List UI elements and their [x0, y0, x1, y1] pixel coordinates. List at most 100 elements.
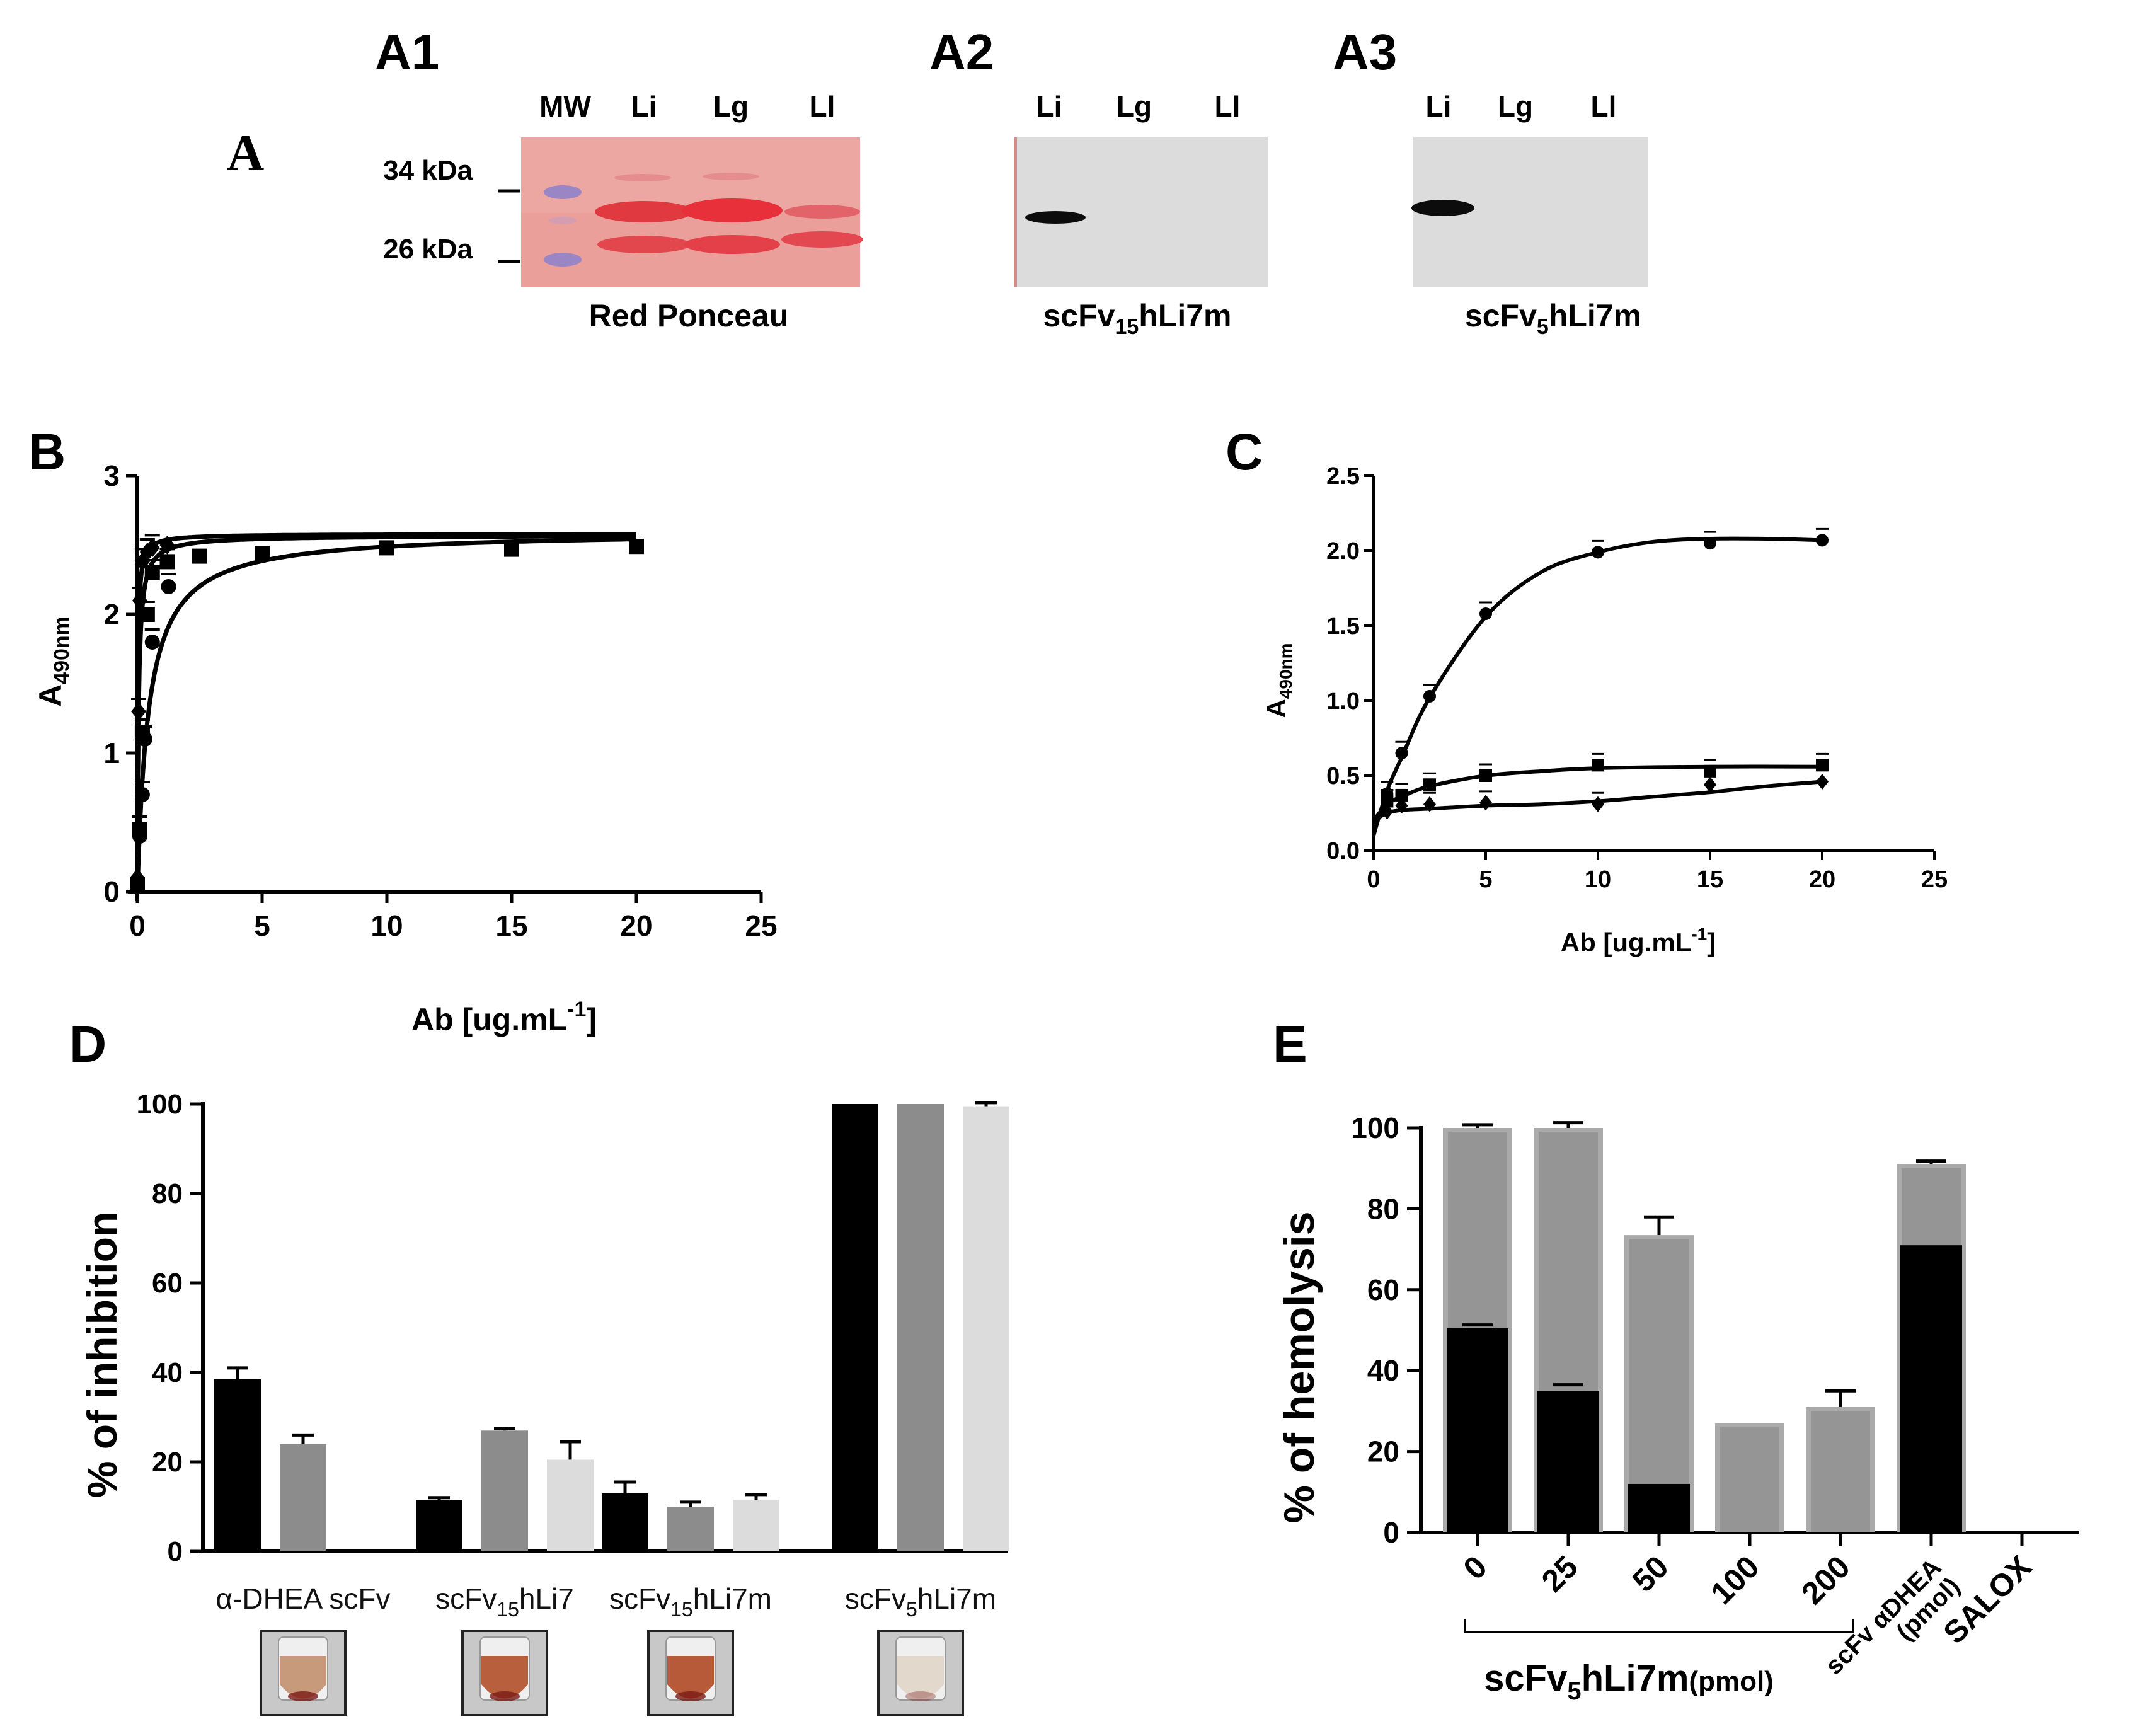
chart-e-bracket-label: scFv5hLi7m(pmol) [1484, 1658, 1774, 1705]
chart-c-point-squares [1816, 759, 1829, 772]
a1-mw-band-34 [544, 185, 582, 199]
chart-b-fit-circles [135, 537, 637, 892]
chart-b-point-circles [134, 787, 150, 802]
panel-c-letter: C [1226, 423, 1263, 481]
a2-lane-label-li: Li [1036, 90, 1062, 123]
a1-caption: Red Ponceau [589, 298, 789, 333]
chart-c-point-diamonds [1423, 796, 1436, 812]
chart-c-ylabel-main: A [1261, 699, 1291, 718]
chart-d-tube-pellet [490, 1691, 520, 1701]
chart-c-point-diamonds [1816, 774, 1829, 790]
chart-d-group-label-sub: 15 [497, 1598, 519, 1621]
a1-ponceau-membrane [521, 137, 863, 287]
chart-e-y-tick-label: 0 [1383, 1516, 1399, 1549]
a2-li-band [1025, 211, 1086, 224]
chart-b-x-tick-label: 10 [370, 909, 403, 942]
chart-b-ylabel: A490nm [33, 616, 74, 707]
chart-c-plot-area: 0 5 10 15 20 25 0.0 0.5 1.0 1.5 2.0 2.5 [1326, 463, 1948, 893]
chart-c-point-squares [1479, 769, 1492, 782]
chart-c-xlabel: Ab [ug.mL-1] [1561, 924, 1716, 957]
a1-lg-band-upper [682, 198, 783, 222]
panel-b: B 0 5 10 15 20 25 0 1 2 3 Ab [ug.mL-1] A490nm [28, 423, 778, 1037]
chart-c-point-squares [1423, 778, 1436, 791]
chart-d-group-label-prefix: scFv [845, 1582, 906, 1615]
chart-b-x-tick-label: 5 [254, 909, 270, 942]
a3-western-blot [1411, 137, 1648, 287]
a3-caption-sub: 5 [1537, 315, 1549, 339]
chart-c-y-tick-label: 1.0 [1326, 688, 1360, 715]
chart-b-x-tick-label: 20 [620, 909, 652, 942]
chart-b-xlabel-sup: -1 [567, 997, 586, 1021]
chart-d-tube-pellet [288, 1691, 318, 1701]
chart-d-bar-4-3 [963, 1106, 1009, 1551]
chart-d-ylabel: % of inhibition [79, 1212, 125, 1498]
a2-caption-prefix: scFv [1043, 298, 1115, 333]
chart-c-x-tick-label: 10 [1585, 866, 1611, 893]
chart-c-point-circles [1816, 534, 1829, 547]
chart-c-point-circles [1592, 546, 1604, 559]
chart-b-xlabel-main: Ab [ug.mL [411, 1002, 567, 1037]
chart-b-y-tick-label: 0 [103, 875, 120, 908]
chart-d-bar-1-1 [214, 1379, 261, 1551]
chart-c-x-tick-label: 15 [1697, 866, 1723, 893]
chart-d-group-label-suffix: hLi7m [917, 1582, 996, 1615]
chart-e-bracket-sub: 5 [1567, 1677, 1581, 1705]
chart-d-group-label-prefix: scFv [609, 1582, 670, 1615]
chart-c-x-tick-label: 0 [1367, 866, 1380, 893]
chart-c-point-circles [1479, 607, 1492, 620]
chart-c-x-tick-label: 20 [1809, 866, 1835, 893]
chart-d-bar-2-1 [416, 1500, 462, 1551]
a1-mw-band-26 [544, 253, 582, 267]
a2-lane-label-ll: Ll [1215, 90, 1241, 123]
chart-d-y-tick-label: 0 [168, 1536, 183, 1567]
chart-b-point-diamonds [132, 591, 147, 610]
chart-e-bracket-prefix: scFv [1484, 1658, 1567, 1699]
panel-a-letter: A [227, 124, 264, 181]
chart-c-ylabel: A490nm [1261, 643, 1295, 718]
a1-li-band-lower [597, 236, 691, 253]
chart-e-y-tick-label: 60 [1367, 1273, 1399, 1306]
a1-lg-band-lower [684, 235, 780, 254]
chart-e-bar-black-2 [1537, 1391, 1599, 1532]
chart-b-point-diamonds [159, 536, 175, 555]
chart-b-point-diamonds [144, 538, 160, 558]
a1-membrane-shade [521, 137, 860, 213]
a1-lane-label-li: Li [631, 90, 657, 123]
chart-e-bracket [1464, 1619, 1854, 1633]
chart-d-bar-4-1 [832, 1104, 878, 1551]
chart-d-y-tick-label: 40 [152, 1357, 183, 1388]
chart-c-point-diamonds [1704, 776, 1716, 793]
chart-d-tube-liquid [897, 1656, 944, 1699]
panel-b-letter: B [28, 423, 66, 481]
a3-lane-label-ll: Ll [1591, 90, 1617, 123]
panel-a3-letter: A3 [1333, 24, 1397, 80]
a3-caption-prefix: scFv [1465, 298, 1537, 333]
chart-d-group-label-suffix: hLi7m [693, 1582, 772, 1615]
chart-d-bar-2-2 [481, 1430, 528, 1551]
chart-d-group-label-prefix: α-DHEA scFv [215, 1582, 390, 1615]
chart-d-group-label-sub: 15 [670, 1598, 693, 1621]
chart-c-point-squares [1704, 764, 1716, 778]
a2-caption-suffix: hLi7m [1139, 298, 1231, 333]
chart-c-y-tick-label: 0.5 [1326, 763, 1360, 790]
chart-b-x-tick-label: 0 [129, 909, 146, 942]
a1-lg-band-faint [703, 173, 759, 180]
chart-d-tube-pellet [675, 1691, 706, 1701]
chart-d-bar-3-3 [733, 1500, 779, 1551]
chart-c-point-circles [1395, 747, 1408, 760]
chart-b-x-tick-label: 25 [745, 909, 777, 942]
panel-a2-letter: A2 [929, 24, 994, 80]
chart-c-point-diamonds [1381, 803, 1394, 820]
chart-b-point-circles [161, 579, 176, 594]
chart-e-bar-black-6 [1900, 1245, 1962, 1532]
chart-c-xlabel-main: Ab [ug.mL [1561, 928, 1692, 957]
chart-e-bracket-unit: (pmol) [1689, 1666, 1773, 1697]
chart-c-point-diamonds [1479, 795, 1492, 811]
chart-e-y-tick-label: 100 [1351, 1112, 1399, 1144]
chart-c-point-squares [1592, 759, 1604, 772]
a2-caption: scFv15hLi7m [1043, 298, 1231, 339]
a1-marker-34kda: 34 kDa [383, 155, 473, 186]
chart-d-group-label: scFv15hLi7 [435, 1582, 574, 1621]
